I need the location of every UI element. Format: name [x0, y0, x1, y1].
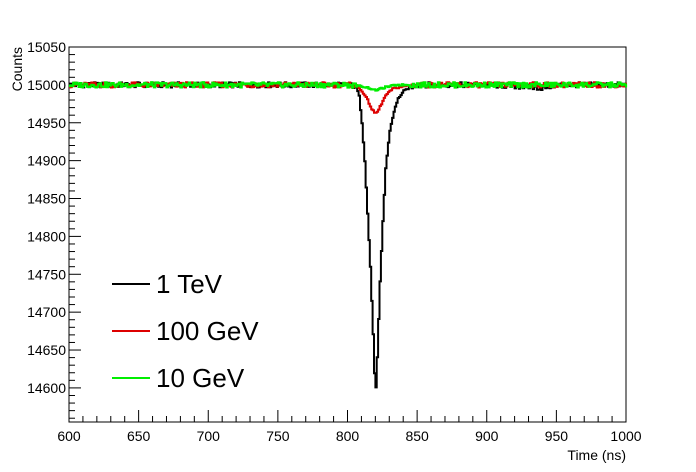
- y-tick-label: 14600: [27, 380, 66, 396]
- x-tick-label: 1000: [610, 428, 641, 444]
- x-tick-label: 800: [336, 428, 360, 444]
- x-tick-label: 650: [127, 428, 151, 444]
- y-tick-label: 14650: [27, 342, 66, 358]
- series-line: [69, 81, 628, 92]
- legend-label: 10 GeV: [156, 363, 245, 393]
- y-tick-label: 14850: [27, 191, 66, 207]
- y-tick-label: 15000: [27, 77, 66, 93]
- tick-labels: 600 650 700 750 800 850 900 950 1000 14600 14650 14…: [27, 39, 642, 444]
- legend: 1 TeV 100 GeV 10 GeV: [112, 269, 259, 393]
- series-layer: [69, 81, 628, 389]
- legend-label: 100 GeV: [156, 316, 259, 346]
- x-tick-label: 700: [197, 428, 221, 444]
- x-tick-label: 950: [545, 428, 569, 444]
- x-tick-label: 900: [475, 428, 499, 444]
- y-tick-label: 14900: [27, 153, 66, 169]
- y-tick-label: 14700: [27, 304, 66, 320]
- x-tick-label: 750: [266, 428, 290, 444]
- y-axis-title: Counts: [9, 47, 25, 91]
- x-axis-title: Time (ns): [567, 447, 626, 463]
- x-tick-label: 600: [57, 428, 81, 444]
- y-tick-label: 14800: [27, 228, 66, 244]
- x-tick-label: 850: [405, 428, 429, 444]
- minor-ticks: [68, 46, 627, 422]
- y-tick-label: 14750: [27, 266, 66, 282]
- y-tick-label: 15050: [27, 39, 66, 55]
- legend-label: 1 TeV: [156, 269, 223, 299]
- y-tick-label: 14950: [27, 115, 66, 131]
